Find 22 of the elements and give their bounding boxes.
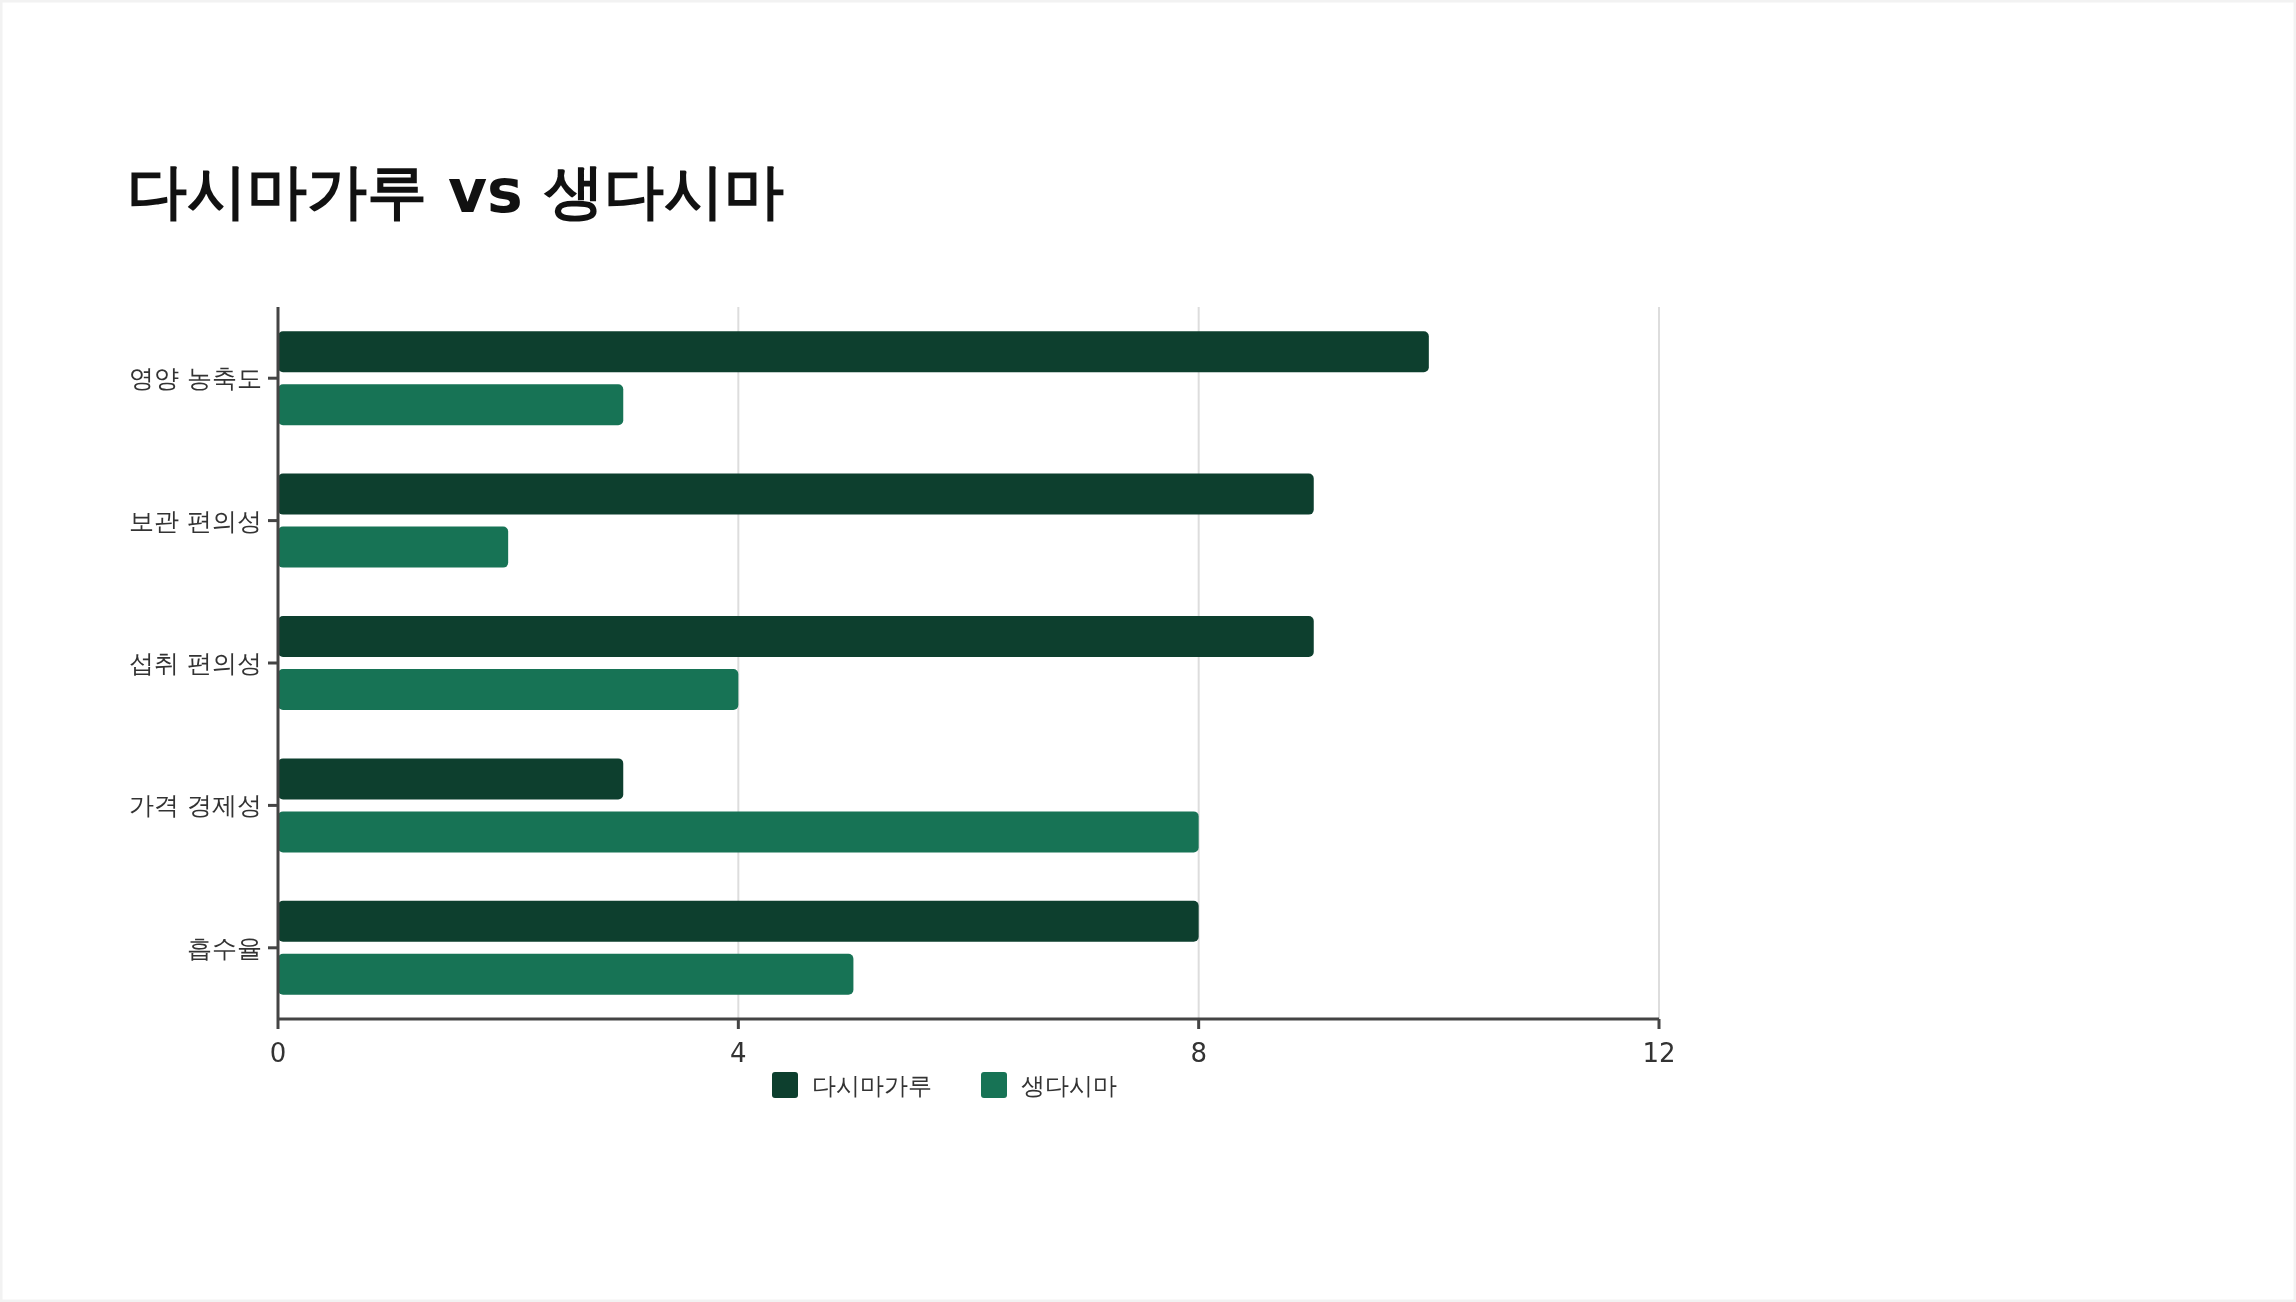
bar [278, 953, 854, 995]
bar [278, 331, 1429, 373]
x-tick-label: 4 [730, 1038, 747, 1068]
y-tick-label: 가격 경제성 [129, 791, 262, 821]
bar [278, 811, 1199, 853]
bar [278, 669, 739, 710]
chart-title: 다시마가루 vs 생다시마 [127, 156, 784, 226]
bar [278, 473, 1314, 515]
bar [278, 900, 1199, 942]
bar [278, 384, 624, 426]
y-tick-label: 흡수율 [187, 933, 262, 963]
legend-label: 생다시마 [1021, 1072, 1117, 1100]
bar [278, 616, 1314, 657]
y-tick-label: 섭취 편의성 [129, 649, 262, 678]
x-tick-label: 8 [1190, 1038, 1207, 1068]
bar [278, 526, 509, 568]
legend-label: 다시마가루 [812, 1072, 932, 1100]
x-tick-label: 0 [269, 1038, 287, 1068]
bar [278, 758, 624, 800]
y-tick-label: 보관 편의성 [129, 506, 262, 536]
y-tick-label: 영양 농축도 [129, 364, 262, 394]
x-tick-label: 12 [1642, 1038, 1676, 1068]
